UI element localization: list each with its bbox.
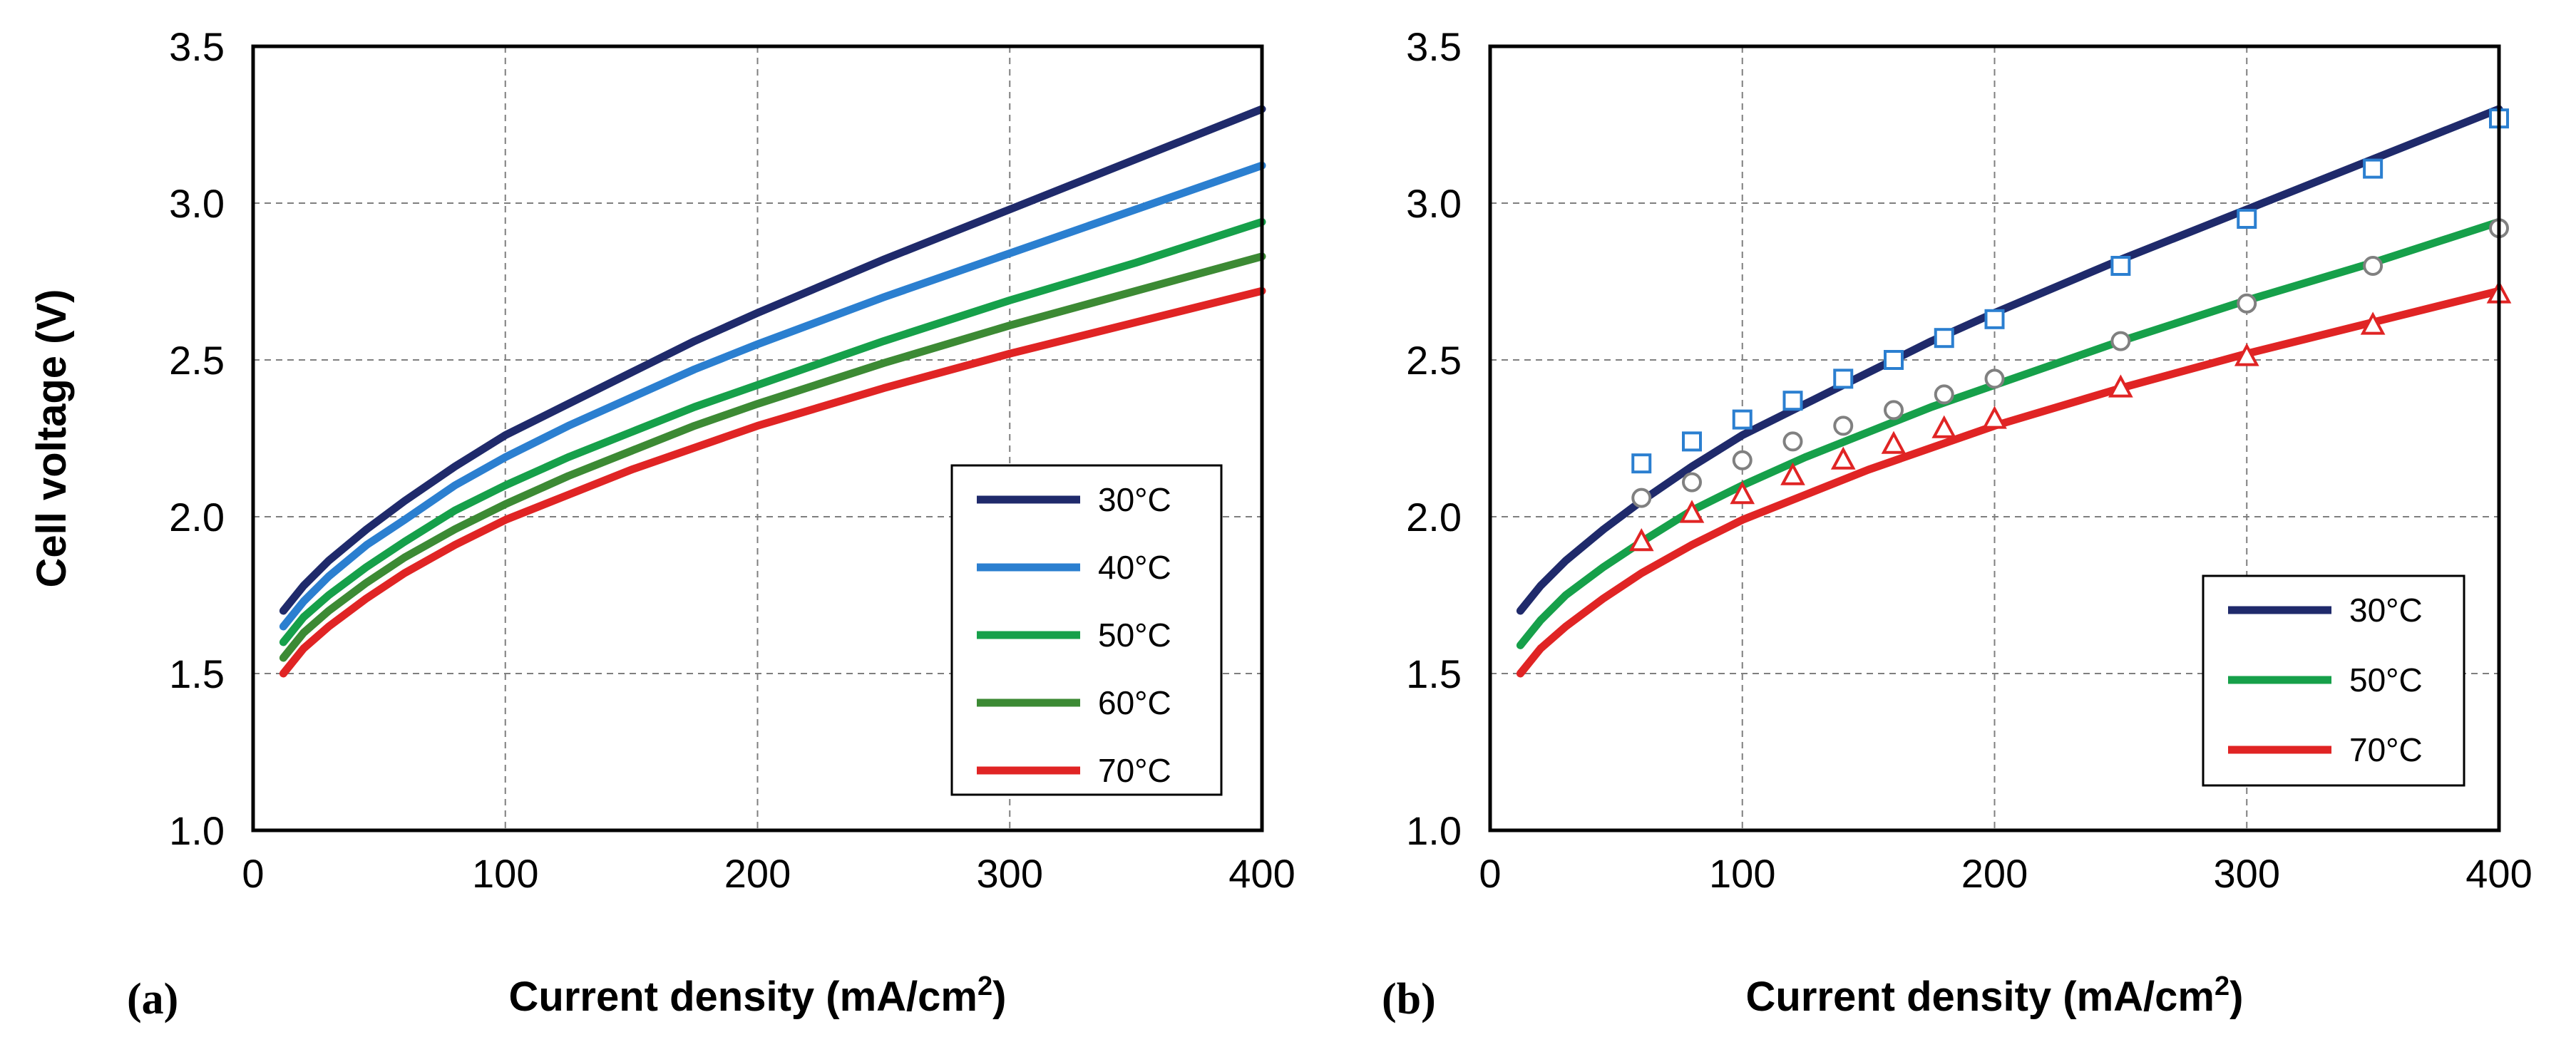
data-marker-triangle bbox=[2360, 311, 2386, 335]
data-marker-square bbox=[1732, 409, 1753, 430]
legend-label: 30°C bbox=[1098, 481, 1171, 518]
x-tick-label: 100 bbox=[1709, 851, 1775, 896]
data-marker-square bbox=[1782, 391, 1803, 411]
series-line-50c bbox=[279, 217, 1266, 646]
data-marker-triangle bbox=[1982, 406, 2007, 429]
data-marker-triangle bbox=[1931, 415, 1957, 438]
data-marker-triangle bbox=[1830, 446, 1856, 470]
legend: 30°C 50°C 70°C bbox=[2202, 574, 2465, 787]
data-marker-square bbox=[1833, 368, 1854, 389]
data-marker-square bbox=[2363, 158, 2383, 179]
data-marker-square bbox=[1884, 350, 1904, 370]
y-tick-label: 3.0 bbox=[1406, 181, 1462, 226]
data-marker-triangle bbox=[2234, 343, 2259, 366]
legend-box bbox=[950, 464, 1223, 796]
data-marker-circle bbox=[1732, 450, 1753, 470]
series-line-40c bbox=[279, 161, 1266, 631]
x-axis-title: Current density (mA/cm2) bbox=[1746, 971, 2244, 1020]
data-marker-triangle bbox=[1780, 462, 1805, 485]
legend-label: 70°C bbox=[2349, 731, 2423, 768]
x-tick-label: 100 bbox=[472, 851, 538, 896]
data-marker-triangle bbox=[1881, 430, 1907, 454]
x-tick-label: 0 bbox=[1479, 851, 1501, 896]
data-marker-circle bbox=[1984, 368, 2005, 389]
plot-frame bbox=[1488, 44, 2501, 832]
chart-panel-b: 1.0 1.5 2.0 2.5 3.0 3.5 0 100 200 300 400 Current d… bbox=[1382, 24, 2533, 1023]
y-tick-label: 1.5 bbox=[1406, 651, 1462, 696]
data-marker-circle bbox=[1631, 488, 1652, 508]
y-tick-label: 2.5 bbox=[1406, 338, 1462, 383]
data-marker-circle bbox=[2363, 256, 2383, 276]
data-marker-circle bbox=[1884, 400, 1904, 421]
data-marker-triangle bbox=[1628, 527, 1654, 552]
x-tick-label: 0 bbox=[242, 851, 264, 896]
x-tick-label: 300 bbox=[2214, 851, 2280, 896]
data-marker-triangle bbox=[2108, 374, 2133, 398]
data-marker-square bbox=[1682, 431, 1702, 452]
data-marker-square bbox=[2110, 256, 2131, 276]
y-tick-label: 1.0 bbox=[169, 808, 225, 853]
y-tick-label: 3.0 bbox=[169, 181, 225, 226]
series-line-30c bbox=[279, 105, 1266, 615]
data-marker-circle bbox=[1934, 384, 1954, 405]
y-axis-title: Cell voltage (V) bbox=[29, 289, 75, 588]
chart-panel-a: 1.0 1.5 2.0 2.5 3.0 3.5 0 100 200 300 400 Current d… bbox=[29, 24, 1295, 1023]
data-marker-circle bbox=[2237, 293, 2257, 314]
x-tick-label: 300 bbox=[977, 851, 1043, 896]
data-marker-square bbox=[2237, 209, 2257, 229]
x-axis-title: Current density (mA/cm2) bbox=[509, 971, 1007, 1020]
plot-frame bbox=[251, 44, 1264, 832]
y-tick-label: 2.0 bbox=[1406, 495, 1462, 540]
y-tick-label: 1.5 bbox=[169, 651, 225, 696]
data-marker-square bbox=[1631, 453, 1652, 474]
data-marker-circle bbox=[1782, 431, 1803, 452]
legend-label: 30°C bbox=[2349, 592, 2423, 629]
legend-label: 50°C bbox=[1098, 617, 1171, 654]
data-marker-triangle bbox=[1730, 480, 1755, 505]
series-line-30c bbox=[1516, 105, 2503, 615]
data-marker-triangle bbox=[1679, 500, 1705, 523]
legend-label: 70°C bbox=[1098, 752, 1171, 789]
y-tick-label: 3.5 bbox=[1406, 24, 1462, 69]
legend-label: 40°C bbox=[1098, 549, 1171, 586]
y-tick-label: 3.5 bbox=[169, 24, 225, 69]
y-tick-label: 2.5 bbox=[169, 338, 225, 383]
panel-label: (a) bbox=[127, 975, 178, 1023]
y-tick-label: 1.0 bbox=[1406, 808, 1462, 853]
data-marker-circle bbox=[1833, 416, 1854, 436]
legend-label: 60°C bbox=[1098, 684, 1171, 721]
x-tick-label: 200 bbox=[724, 851, 791, 896]
series-line-70c bbox=[1516, 287, 2503, 678]
x-tick-label: 400 bbox=[2465, 851, 2532, 896]
legend: 30°C 40°C 50°C 60°C 70°C bbox=[950, 464, 1223, 796]
x-tick-label: 200 bbox=[1961, 851, 2028, 896]
data-marker-square bbox=[1984, 309, 2005, 329]
legend-label: 50°C bbox=[2349, 661, 2423, 698]
series-line-60c bbox=[279, 252, 1266, 662]
data-marker-circle bbox=[2110, 331, 2131, 351]
panel-label: (b) bbox=[1382, 975, 1436, 1023]
y-tick-label: 2.0 bbox=[169, 495, 225, 540]
data-marker-square bbox=[1934, 328, 1954, 349]
series-line-50c bbox=[1516, 217, 2503, 649]
series-line-70c bbox=[279, 287, 1266, 678]
x-tick-label: 400 bbox=[1228, 851, 1295, 896]
data-marker-circle bbox=[1682, 472, 1702, 493]
